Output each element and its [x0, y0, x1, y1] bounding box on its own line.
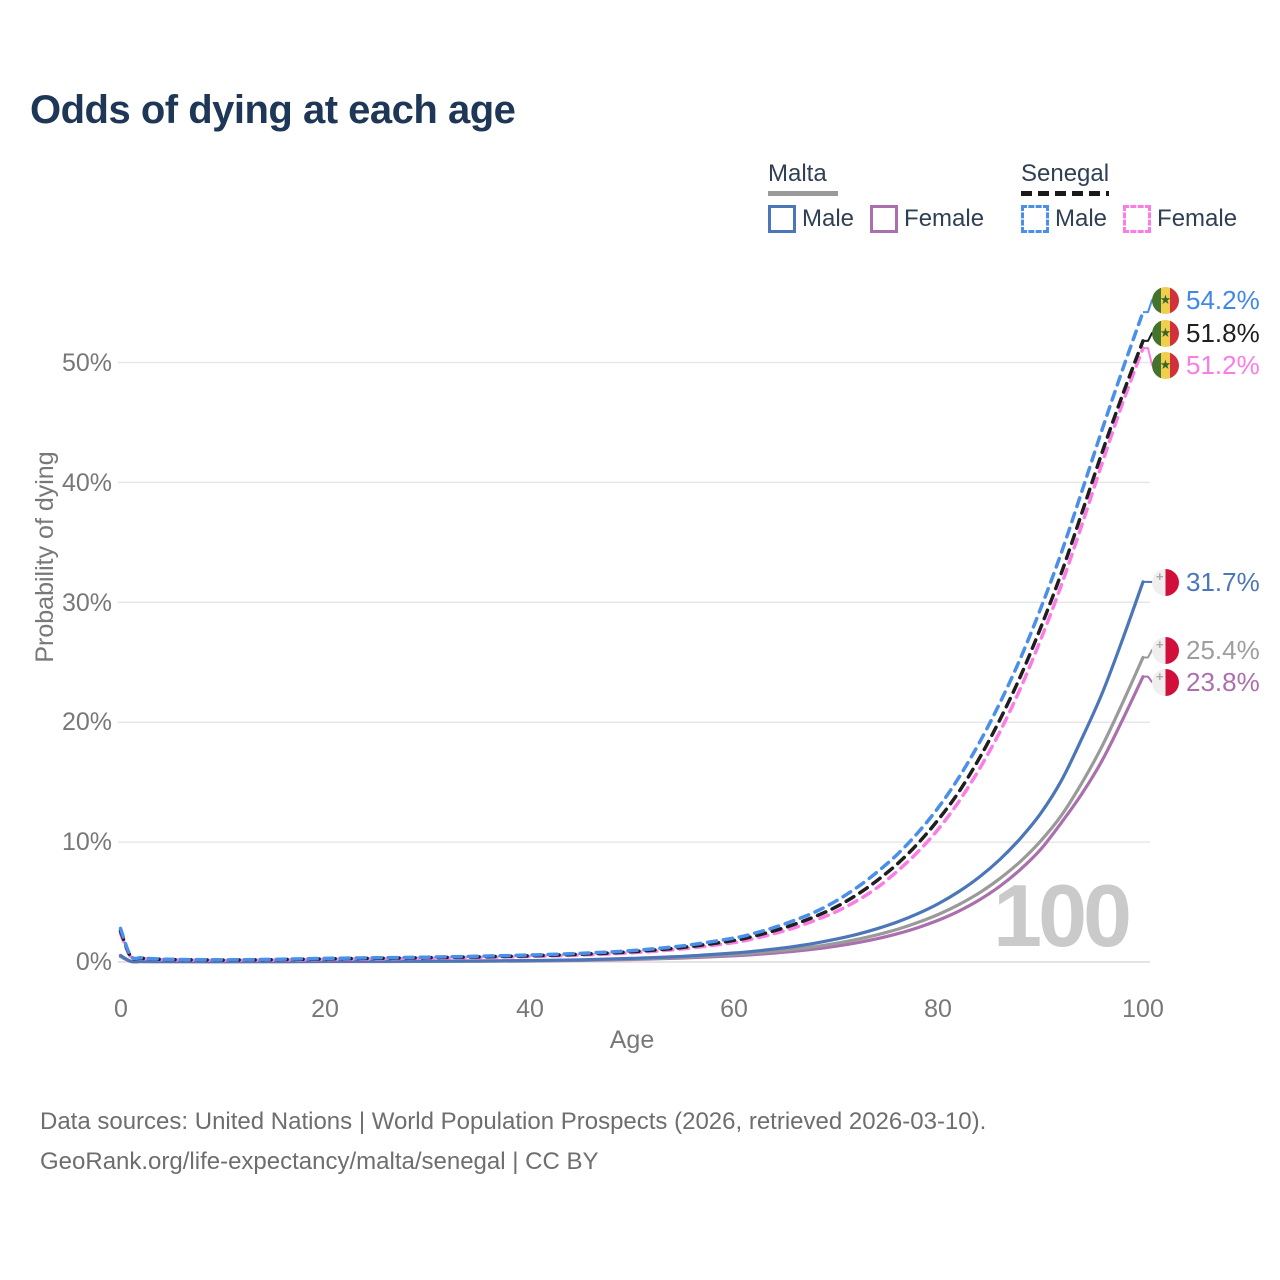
x-tick-0: 0: [114, 995, 128, 1023]
senegal-flag-icon: [1152, 319, 1179, 347]
page-title: Odds of dying at each age: [30, 88, 516, 132]
end-value: 23.8%: [1186, 667, 1260, 697]
x-tick-80: 80: [924, 995, 952, 1023]
y-axis-title: Probability of dying: [31, 451, 59, 663]
legend-group-malta: Malta Male Female: [768, 160, 984, 233]
senegal-flag-icon: [1152, 351, 1179, 379]
legend-item-malta-female[interactable]: Female: [870, 205, 984, 233]
legend-item-malta-male[interactable]: Male: [768, 205, 854, 233]
senegal-female-swatch-icon: [1123, 205, 1152, 233]
x-tick-40: 40: [516, 995, 544, 1023]
end-value: 25.4%: [1186, 635, 1260, 665]
malta-female-swatch-icon: [870, 205, 899, 233]
senegal-male-swatch-icon: [1021, 205, 1049, 233]
malta-flag-icon: [1152, 636, 1179, 664]
legend-item-senegal-male[interactable]: Male: [1021, 205, 1107, 233]
end-label-malta-female: 23.8%: [1152, 666, 1260, 698]
end-label-malta-both: 25.4%: [1152, 634, 1260, 666]
legend-header-malta: Malta: [768, 160, 827, 187]
legend-label: Female: [904, 205, 985, 232]
y-tick-40: 40%: [61, 469, 112, 497]
y-tick-30: 30%: [61, 589, 112, 617]
y-tick-20: 20%: [61, 708, 112, 736]
senegal-flag-icon: [1152, 286, 1179, 314]
y-tick-50: 50%: [61, 349, 112, 377]
legend-label: Male: [1055, 205, 1108, 232]
y-tick-10: 10%: [61, 828, 112, 856]
end-label-senegal-female: 51.2%: [1152, 349, 1260, 381]
x-tick-60: 60: [720, 995, 748, 1023]
x-tick-100: 100: [1122, 995, 1164, 1023]
y-tick-0: 0%: [75, 948, 112, 976]
malta-flag-icon: [1152, 568, 1179, 596]
x-axis-title: Age: [609, 1026, 655, 1054]
age-counter-watermark: 100: [993, 866, 1132, 965]
legend-group-senegal: Senegal Male Female: [1021, 160, 1237, 233]
malta-flag-icon: [1152, 668, 1179, 696]
end-label-senegal-male: 54.2%: [1152, 284, 1260, 316]
end-value: 31.7%: [1186, 567, 1260, 597]
legend-items-senegal: Male Female: [1021, 205, 1237, 233]
legend-items-malta: Male Female: [768, 205, 984, 233]
malta-male-swatch-icon: [768, 205, 796, 233]
legend-label: Male: [802, 205, 855, 232]
legend-label: Female: [1157, 205, 1238, 232]
attribution-line: GeoRank.org/life-expectancy/malta/senega…: [40, 1148, 599, 1175]
legend-item-senegal-female[interactable]: Female: [1123, 205, 1237, 233]
x-tick-20: 20: [311, 995, 339, 1023]
senegal-line-style-sample: [1021, 191, 1109, 196]
end-value: 51.8%: [1186, 318, 1260, 348]
end-label-senegal-both: 51.8%: [1152, 317, 1260, 349]
malta-line-style-sample: [768, 191, 838, 196]
legend-header-senegal: Senegal: [1021, 160, 1110, 187]
end-value: 54.2%: [1186, 285, 1260, 315]
end-label-malta-male: 31.7%: [1152, 566, 1260, 598]
data-sources-line: Data sources: United Nations | World Pop…: [40, 1108, 987, 1135]
end-value: 51.2%: [1186, 350, 1260, 380]
